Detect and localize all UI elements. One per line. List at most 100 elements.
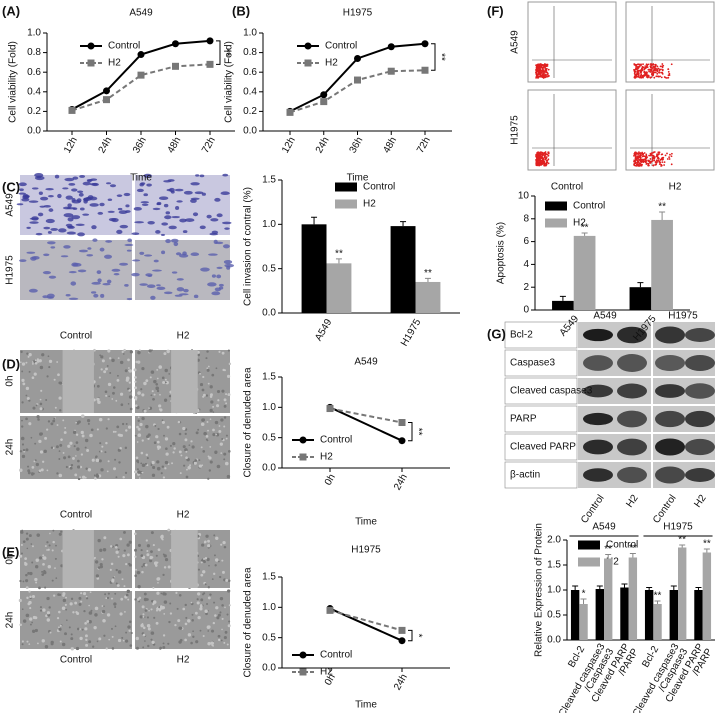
texture xyxy=(25,586,29,590)
micro-image xyxy=(19,238,134,301)
texture xyxy=(203,431,207,436)
significance: * xyxy=(582,589,586,600)
texture xyxy=(213,601,216,604)
texture xyxy=(28,534,32,538)
event xyxy=(659,65,662,68)
cell xyxy=(34,172,44,178)
event xyxy=(659,159,662,161)
texture xyxy=(28,399,31,402)
cell xyxy=(182,230,188,234)
texture xyxy=(59,624,62,627)
texture xyxy=(215,536,219,540)
texture xyxy=(141,463,146,468)
texture xyxy=(117,555,120,558)
texture xyxy=(103,536,107,540)
lane-label: H2 xyxy=(692,493,709,510)
texture xyxy=(141,565,144,568)
texture xyxy=(184,603,187,607)
texture xyxy=(182,607,186,611)
texture xyxy=(21,378,25,382)
texture xyxy=(223,458,226,461)
texture xyxy=(134,548,138,552)
texture xyxy=(116,584,120,587)
legend-label: H2 xyxy=(606,557,619,568)
row-label: 24h xyxy=(5,439,16,456)
event xyxy=(643,67,646,69)
cell xyxy=(111,268,121,272)
texture xyxy=(122,353,125,355)
texture xyxy=(188,444,191,447)
texture xyxy=(134,470,138,474)
legend-marker xyxy=(299,453,307,461)
texture xyxy=(29,595,32,599)
cell xyxy=(158,196,169,201)
texture xyxy=(228,620,231,623)
texture xyxy=(209,418,212,420)
panel-label: (G) xyxy=(487,326,506,341)
texture xyxy=(210,641,215,645)
event xyxy=(649,152,652,155)
event xyxy=(654,69,657,72)
texture xyxy=(155,621,159,625)
texture xyxy=(89,433,93,438)
event xyxy=(641,163,643,166)
event xyxy=(661,72,664,75)
texture xyxy=(46,611,51,615)
event xyxy=(538,73,541,75)
cell xyxy=(176,200,183,203)
row-label: 0h xyxy=(5,375,16,386)
cell xyxy=(183,288,189,293)
texture xyxy=(222,368,225,372)
event xyxy=(542,66,545,69)
y-tick-label: 0.6 xyxy=(243,67,257,78)
texture xyxy=(169,602,172,605)
panel-label: (B) xyxy=(232,3,250,18)
texture xyxy=(18,598,22,603)
cell xyxy=(127,238,132,243)
bar xyxy=(694,590,703,640)
point xyxy=(398,419,406,426)
texture xyxy=(133,368,137,372)
cell xyxy=(160,233,166,236)
row-label: A549 xyxy=(5,193,16,217)
texture xyxy=(93,625,97,630)
cell xyxy=(163,180,172,183)
x-tick-label: 36h xyxy=(348,135,366,155)
event xyxy=(670,155,673,158)
texture xyxy=(61,606,66,610)
texture xyxy=(34,359,37,362)
texture xyxy=(107,349,111,353)
event xyxy=(537,161,540,164)
cell xyxy=(31,255,40,260)
texture xyxy=(98,376,101,379)
texture xyxy=(87,468,92,472)
event xyxy=(647,162,650,165)
y-tick-label: 0.0 xyxy=(262,463,276,474)
event xyxy=(541,156,544,159)
texture xyxy=(26,352,29,355)
cell xyxy=(166,188,172,192)
error-bar xyxy=(629,553,636,558)
texture xyxy=(134,555,137,558)
texture xyxy=(123,530,126,534)
texture xyxy=(206,557,210,562)
cell xyxy=(126,249,132,252)
cell xyxy=(79,207,85,211)
micro-image xyxy=(131,173,232,236)
event xyxy=(657,75,660,78)
texture xyxy=(153,379,157,384)
texture xyxy=(126,543,130,547)
cell xyxy=(35,232,43,236)
texture xyxy=(128,620,132,624)
cell xyxy=(71,199,81,204)
texture xyxy=(106,613,111,617)
texture xyxy=(117,638,122,643)
y-tick-label: 6 xyxy=(523,236,529,247)
blot-band xyxy=(617,466,647,484)
texture xyxy=(223,398,227,402)
texture xyxy=(88,604,90,607)
texture xyxy=(19,579,22,583)
texture xyxy=(94,477,97,480)
wound-image xyxy=(133,349,232,415)
